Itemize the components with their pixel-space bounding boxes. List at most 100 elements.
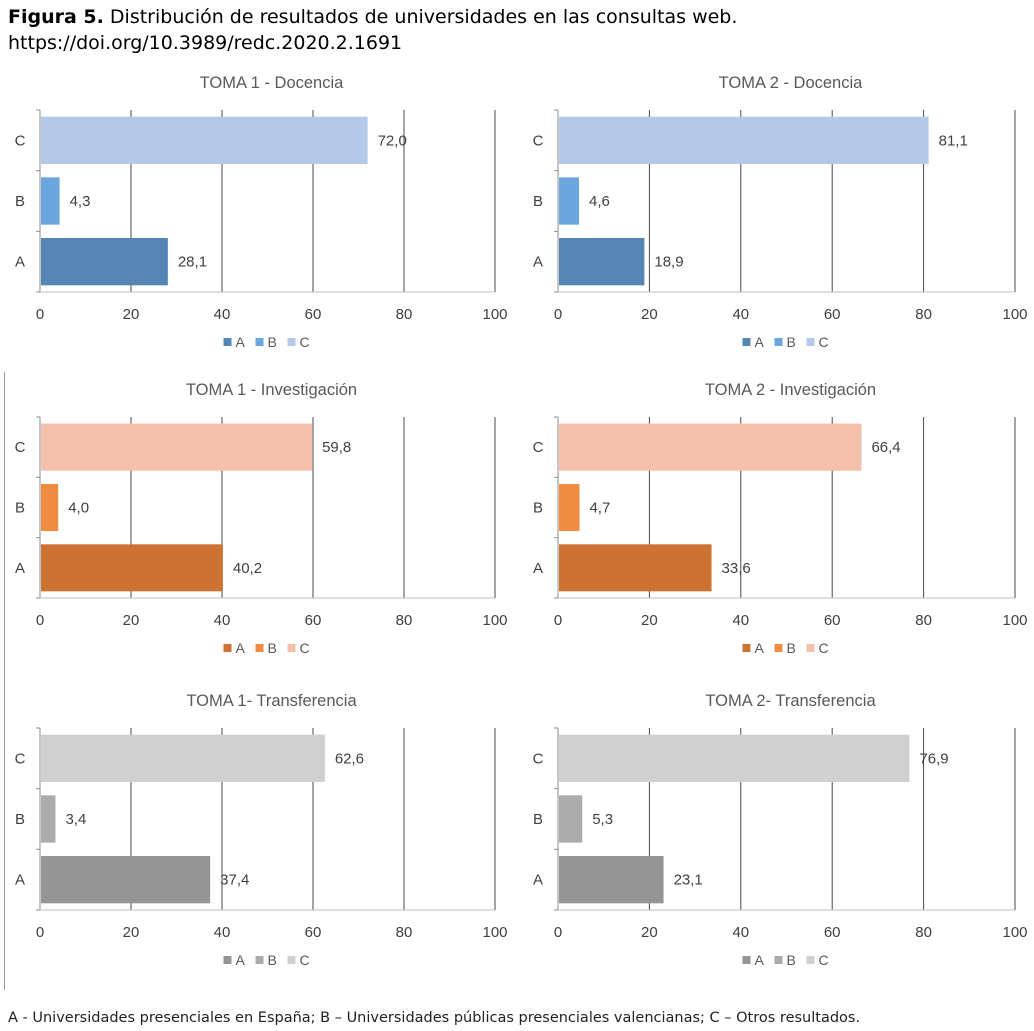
legend-label: A [755, 952, 765, 968]
bar-b [559, 483, 580, 532]
x-tick-label: 40 [214, 612, 231, 629]
chart-toma2-docencia: TOMA 2 - Docencia 0 20 40 60 80 100 18,9 A 4,6 B 81… [533, 74, 1028, 350]
legend-label: A [236, 952, 246, 968]
data-label: 28,1 [178, 254, 207, 271]
y-tick-label: A [15, 872, 25, 889]
legend-swatch [255, 956, 264, 964]
y-tick-label: C [533, 439, 544, 456]
legend-swatch [255, 338, 264, 346]
x-tick-label: 60 [305, 612, 322, 629]
x-tick-label: 40 [214, 306, 231, 323]
legend-swatch [223, 338, 232, 346]
legend-label: B [268, 952, 277, 968]
y-tick-label: C [533, 750, 544, 767]
legend-label: C [300, 640, 310, 656]
x-tick-label: 80 [396, 306, 413, 323]
x-tick-label: 60 [824, 612, 841, 629]
data-label: 4,7 [589, 500, 610, 517]
x-tick-label: 0 [554, 306, 562, 323]
x-tick-label: 80 [915, 924, 932, 941]
x-tick-label: 40 [732, 306, 749, 323]
y-tick-label: C [15, 750, 26, 767]
y-tick-label: B [15, 193, 25, 210]
figure-doi: https://doi.org/10.3989/redc.2020.2.1691 [8, 32, 403, 54]
legend-swatch [742, 338, 751, 346]
legend-swatch [287, 644, 296, 652]
x-tick-label: 80 [396, 612, 413, 629]
legend-label: C [300, 334, 310, 350]
bar-b [559, 177, 580, 225]
x-tick-label: 20 [641, 612, 658, 629]
data-label: 76,9 [919, 750, 948, 767]
y-tick-label: A [15, 560, 25, 577]
chart-toma2-investigacion: TOMA 2 - Investigación 0 20 40 60 80 100 33,6 A 4… [533, 381, 1028, 656]
chart-title: TOMA 2 - Investigación [705, 381, 876, 399]
x-tick-label: 20 [123, 924, 140, 941]
legend-swatch [774, 956, 783, 964]
bar-c [41, 116, 368, 164]
x-tick-label: 80 [396, 924, 413, 941]
y-tick-label: A [533, 254, 543, 271]
left-border-line [4, 372, 5, 990]
y-tick-label: B [533, 193, 543, 210]
legend-label: A [755, 334, 765, 350]
legend-label: B [268, 334, 277, 350]
x-tick-label: 0 [554, 924, 562, 941]
figure-caption: Figura 5. Distribución de resultados de … [8, 4, 737, 56]
legend-swatch [742, 644, 751, 652]
x-tick-label: 100 [1002, 306, 1027, 323]
legend-swatch [806, 338, 815, 346]
legend-label: C [300, 952, 310, 968]
bar-b [41, 177, 60, 225]
legend-label: A [236, 640, 246, 656]
data-label: 40,2 [233, 560, 262, 577]
chart-toma1-transferencia: TOMA 1- Transferencia 0 20 40 60 80 100 37,4 A 3,… [15, 692, 508, 968]
bar-a [41, 856, 211, 904]
figure-label: Figura 5. [8, 6, 104, 28]
x-tick-label: 40 [214, 924, 231, 941]
data-label: 33,6 [722, 560, 751, 577]
bar-b [41, 795, 56, 843]
y-tick-label: B [15, 500, 25, 517]
x-tick-label: 60 [824, 924, 841, 941]
data-label: 66,4 [871, 439, 900, 456]
x-tick-label: 20 [123, 306, 140, 323]
chart-title: TOMA 1- Transferencia [186, 692, 357, 710]
chart-toma1-docencia: TOMA 1 - Docencia 0 20 40 60 80 100 28,1 A 4,3 B 72… [15, 74, 508, 350]
legend-swatch [287, 338, 296, 346]
x-tick-label: 40 [732, 924, 749, 941]
legend-swatch [806, 956, 815, 964]
x-tick-label: 80 [915, 306, 932, 323]
y-tick-label: A [15, 254, 25, 271]
x-tick-label: 60 [305, 924, 322, 941]
legend-swatch [774, 644, 783, 652]
bar-c [41, 734, 325, 782]
legend-label: B [268, 640, 277, 656]
y-tick-label: B [15, 811, 25, 828]
bar-a [559, 238, 645, 286]
chart-title: TOMA 1 - Docencia [200, 74, 344, 92]
legend-label: A [236, 334, 246, 350]
data-label: 3,4 [65, 811, 86, 828]
legend-label: C [819, 640, 829, 656]
legend-label: B [787, 334, 796, 350]
y-tick-label: B [533, 811, 543, 828]
legend-label: C [819, 334, 829, 350]
data-label: 4,6 [589, 193, 610, 210]
chart-title: TOMA 1 - Investigación [186, 381, 357, 399]
chart-toma1-investigacion: TOMA 1 - Investigación 0 20 40 60 80 100 40,2 A 4… [15, 381, 508, 656]
x-tick-label: 0 [36, 924, 44, 941]
bar-a [41, 238, 168, 286]
legend-swatch [287, 956, 296, 964]
bar-c [559, 423, 862, 471]
data-label: 81,1 [939, 132, 968, 149]
footnote: A - Universidades presenciales en España… [8, 1010, 861, 1026]
x-tick-label: 0 [36, 306, 44, 323]
chart-title: TOMA 2 - Docencia [719, 74, 863, 92]
x-tick-label: 20 [123, 612, 140, 629]
x-tick-label: 60 [305, 306, 322, 323]
figure-caption-text: Distribución de resultados de universida… [109, 6, 738, 28]
x-tick-label: 80 [915, 612, 932, 629]
legend-swatch [742, 956, 751, 964]
